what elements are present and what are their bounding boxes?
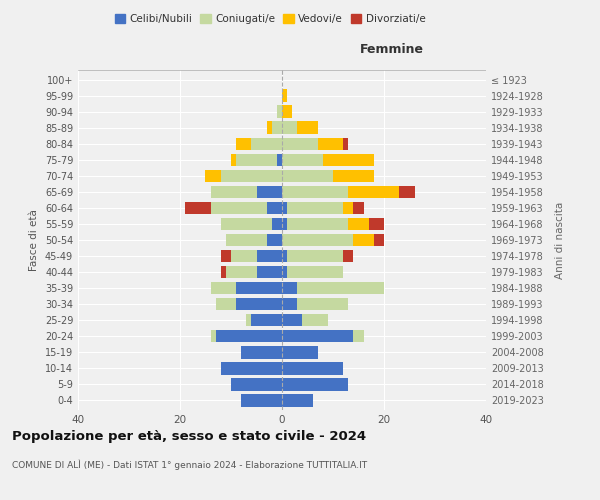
Bar xyxy=(251,314,282,326)
Bar xyxy=(353,202,364,214)
Bar xyxy=(343,202,353,214)
Bar xyxy=(282,266,287,278)
Bar xyxy=(318,138,343,150)
Bar xyxy=(282,298,298,310)
Bar xyxy=(282,282,298,294)
Bar xyxy=(282,234,353,246)
Bar xyxy=(241,394,282,406)
Bar xyxy=(226,234,267,246)
Bar xyxy=(221,266,226,278)
Bar xyxy=(298,282,384,294)
Bar xyxy=(272,122,282,134)
Bar xyxy=(236,138,251,150)
Bar xyxy=(231,378,282,390)
Bar xyxy=(221,170,282,182)
Bar xyxy=(282,362,343,374)
Bar xyxy=(236,282,282,294)
Bar xyxy=(282,250,287,262)
Bar xyxy=(282,170,333,182)
Bar xyxy=(282,138,318,150)
Bar xyxy=(221,362,282,374)
Legend: Celibi/Nubili, Coniugati/e, Vedovi/e, Divorziati/e: Celibi/Nubili, Coniugati/e, Vedovi/e, Di… xyxy=(110,10,430,29)
Bar xyxy=(349,218,369,230)
Bar xyxy=(282,330,353,342)
Bar xyxy=(216,330,282,342)
Bar xyxy=(236,154,277,166)
Bar xyxy=(257,250,282,262)
Bar xyxy=(247,314,251,326)
Bar xyxy=(277,154,282,166)
Bar xyxy=(221,250,231,262)
Bar xyxy=(333,170,374,182)
Bar xyxy=(282,122,298,134)
Bar xyxy=(231,154,236,166)
Bar xyxy=(231,250,257,262)
Bar xyxy=(267,202,282,214)
Bar xyxy=(298,298,349,310)
Bar xyxy=(369,218,384,230)
Bar xyxy=(282,314,302,326)
Bar xyxy=(287,202,343,214)
Bar xyxy=(282,202,287,214)
Bar xyxy=(282,90,287,102)
Bar xyxy=(282,394,313,406)
Bar xyxy=(298,122,318,134)
Bar xyxy=(302,314,328,326)
Bar xyxy=(211,186,257,198)
Text: Popolazione per età, sesso e stato civile - 2024: Popolazione per età, sesso e stato civil… xyxy=(12,430,366,443)
Y-axis label: Fasce di età: Fasce di età xyxy=(29,209,39,271)
Bar xyxy=(257,186,282,198)
Bar xyxy=(221,218,272,230)
Bar xyxy=(272,218,282,230)
Bar xyxy=(211,282,236,294)
Bar xyxy=(206,170,221,182)
Bar xyxy=(374,234,384,246)
Bar xyxy=(211,202,267,214)
Bar xyxy=(226,266,257,278)
Text: COMUNE DI ALÌ (ME) - Dati ISTAT 1° gennaio 2024 - Elaborazione TUTTITALIA.IT: COMUNE DI ALÌ (ME) - Dati ISTAT 1° genna… xyxy=(12,460,367,470)
Bar xyxy=(400,186,415,198)
Bar xyxy=(216,298,236,310)
Bar xyxy=(267,234,282,246)
Bar xyxy=(287,218,349,230)
Bar xyxy=(343,138,349,150)
Bar xyxy=(282,346,318,358)
Y-axis label: Anni di nascita: Anni di nascita xyxy=(555,202,565,278)
Bar xyxy=(257,266,282,278)
Bar xyxy=(267,122,272,134)
Bar xyxy=(282,106,292,118)
Bar xyxy=(353,234,374,246)
Bar xyxy=(185,202,211,214)
Bar xyxy=(287,250,343,262)
Bar xyxy=(241,346,282,358)
Bar xyxy=(343,250,353,262)
Bar xyxy=(277,106,282,118)
Bar xyxy=(353,330,364,342)
Bar xyxy=(211,330,216,342)
Text: Femmine: Femmine xyxy=(360,44,424,57)
Bar xyxy=(282,378,349,390)
Bar xyxy=(282,154,323,166)
Bar xyxy=(287,266,343,278)
Bar xyxy=(323,154,374,166)
Bar xyxy=(282,218,287,230)
Bar xyxy=(349,186,400,198)
Bar xyxy=(236,298,282,310)
Bar xyxy=(251,138,282,150)
Bar xyxy=(282,186,349,198)
